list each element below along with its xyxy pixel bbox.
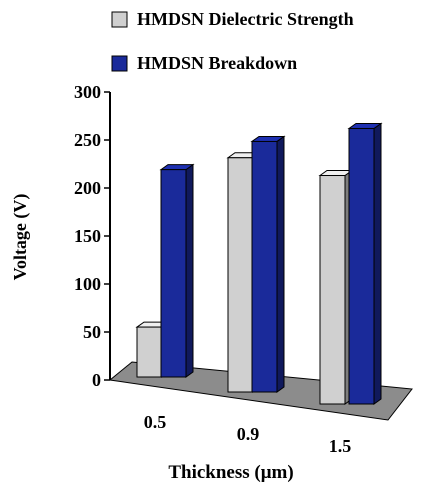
bar-front	[319, 175, 346, 405]
bar-side	[185, 163, 194, 378]
x-tick-label: 0.9	[237, 424, 260, 444]
x-axis-labels: 0.5 0.9 1.5	[144, 412, 352, 456]
x-axis-title: Thickness (μm)	[168, 462, 293, 483]
y-tick-label: 0	[92, 370, 101, 390]
y-tick-label: 200	[74, 178, 101, 198]
bar-side	[276, 135, 285, 393]
y-axis-title: Voltage (V)	[10, 194, 31, 281]
bar-dielectric-strength-1.5	[318, 169, 354, 405]
bar-front	[251, 140, 278, 393]
bar-front	[136, 326, 163, 378]
y-tick-label: 100	[74, 274, 101, 294]
legend-swatch-dielectric-strength	[111, 11, 128, 28]
bar-side	[373, 122, 382, 405]
bar-front	[227, 157, 254, 393]
legend: HMDSN Dielectric Strength HMDSN Breakdow…	[111, 9, 354, 73]
legend-label-dielectric-strength: HMDSN Dielectric Strength	[137, 9, 354, 29]
bar-front	[160, 169, 187, 378]
x-tick-label: 1.5	[329, 436, 352, 456]
bars	[135, 122, 383, 405]
bar-breakdown-1.5	[347, 122, 383, 405]
y-tick-label: 50	[83, 322, 101, 342]
y-tick-label: 150	[74, 226, 101, 246]
bar-front	[348, 127, 375, 405]
y-axis-ticks: 0 50 100 150 200 250 300	[74, 82, 110, 390]
bar-breakdown-0.9	[250, 135, 286, 393]
x-tick-label: 0.5	[144, 412, 167, 432]
y-tick-label: 250	[74, 130, 101, 150]
y-tick-label: 300	[74, 82, 101, 102]
bar-breakdown-0.5	[159, 163, 195, 378]
legend-label-breakdown: HMDSN Breakdown	[137, 53, 297, 73]
legend-swatch-breakdown	[111, 55, 128, 72]
